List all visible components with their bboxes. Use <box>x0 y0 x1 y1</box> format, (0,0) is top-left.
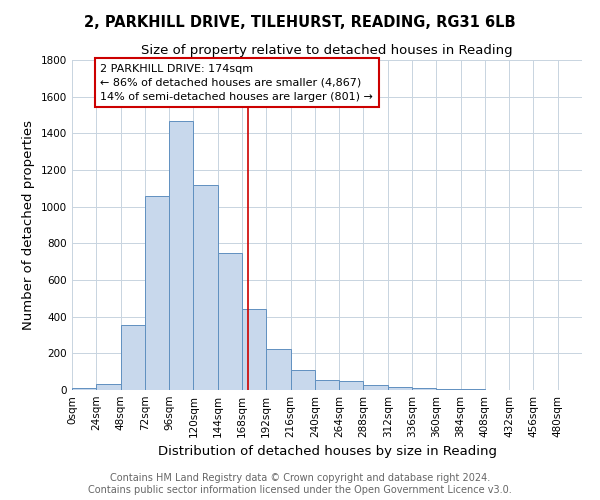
Bar <box>145 196 169 390</box>
Text: Contains HM Land Registry data © Crown copyright and database right 2024.
Contai: Contains HM Land Registry data © Crown c… <box>88 474 512 495</box>
Bar <box>388 386 412 390</box>
Bar <box>339 381 364 390</box>
Bar <box>96 384 121 390</box>
Text: 2, PARKHILL DRIVE, TILEHURST, READING, RG31 6LB: 2, PARKHILL DRIVE, TILEHURST, READING, R… <box>84 15 516 30</box>
Bar <box>72 388 96 390</box>
Bar <box>266 349 290 390</box>
Bar <box>121 325 145 390</box>
Y-axis label: Number of detached properties: Number of detached properties <box>22 120 35 330</box>
Bar <box>218 254 242 390</box>
Text: 2 PARKHILL DRIVE: 174sqm
← 86% of detached houses are smaller (4,867)
14% of sem: 2 PARKHILL DRIVE: 174sqm ← 86% of detach… <box>100 64 373 102</box>
Bar <box>364 386 388 390</box>
X-axis label: Distribution of detached houses by size in Reading: Distribution of detached houses by size … <box>157 446 497 458</box>
Bar <box>242 310 266 390</box>
Bar <box>315 380 339 390</box>
Bar <box>193 184 218 390</box>
Title: Size of property relative to detached houses in Reading: Size of property relative to detached ho… <box>141 44 513 58</box>
Bar <box>436 389 461 390</box>
Bar <box>412 388 436 390</box>
Bar <box>290 370 315 390</box>
Bar <box>169 122 193 390</box>
